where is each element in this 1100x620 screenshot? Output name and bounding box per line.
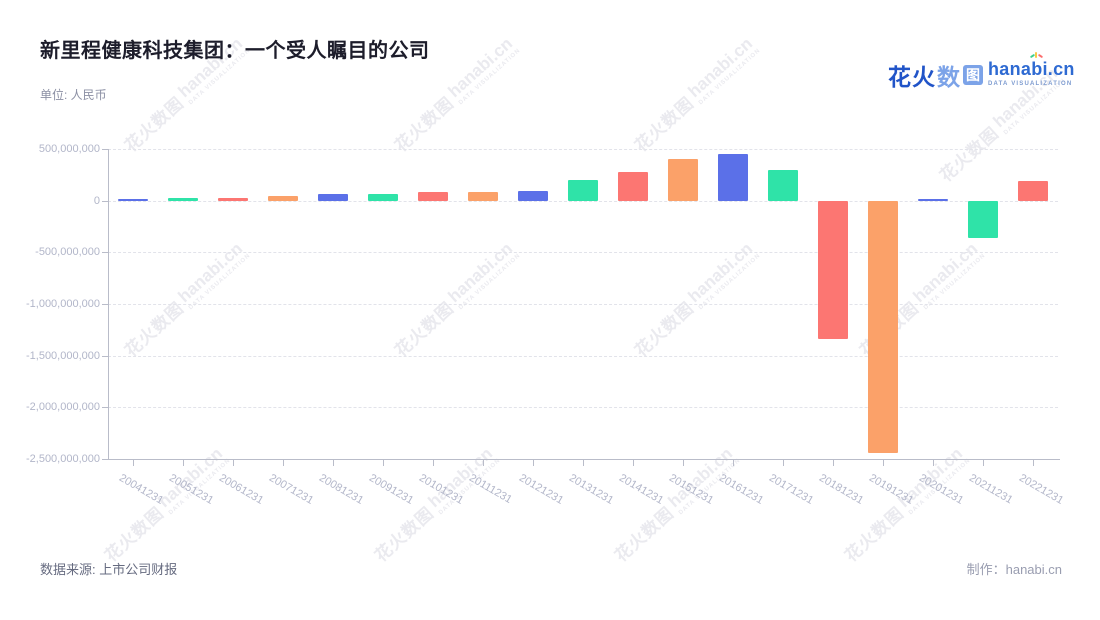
bar-20041231[interactable]: [118, 198, 148, 201]
y-axis-label: -2,000,000,000: [25, 401, 100, 414]
y-axis-tick: [102, 200, 108, 202]
x-axis-label: 20111231: [467, 472, 514, 507]
y-gridline: [108, 304, 1058, 305]
x-axis-label: 20221231: [1017, 472, 1066, 507]
y-axis-tick: [102, 459, 108, 460]
hanabi-logo: 花火 数 图 hanabi.cn DATA VISUALIZATION: [888, 52, 1075, 92]
x-axis-tick: [333, 460, 334, 466]
bar-20151231[interactable]: [668, 159, 698, 201]
bar-20221231[interactable]: [1018, 181, 1048, 201]
y-gridline: [108, 200, 1058, 202]
bar-20071231[interactable]: [268, 196, 298, 201]
x-axis-tick: [283, 460, 284, 466]
x-axis-label: 20151231: [667, 472, 716, 507]
y-axis-line: [108, 149, 109, 459]
x-axis-tick: [733, 460, 734, 466]
x-axis-label: 20061231: [217, 472, 266, 507]
y-axis-label: 0: [93, 194, 100, 207]
bar-20051231[interactable]: [168, 197, 198, 201]
x-axis-label: 20051231: [167, 472, 216, 507]
y-axis-tick: [102, 252, 108, 254]
y-axis-label: -2,500,000,000: [25, 453, 100, 465]
y-axis-label: -500,000,000: [35, 246, 100, 259]
y-gridline: [108, 149, 1058, 150]
bar-20121231[interactable]: [518, 191, 548, 201]
x-axis-label: 20171231: [767, 472, 816, 507]
y-axis-tick: [102, 355, 108, 357]
x-axis-label: 20201231: [917, 472, 966, 507]
x-axis-tick: [683, 460, 684, 466]
bar-20141231[interactable]: [618, 171, 648, 201]
x-axis-tick: [783, 460, 784, 466]
unit-label: 单位: 人民币: [40, 88, 107, 102]
x-axis-tick: [883, 460, 884, 466]
logo-tagline: DATA VISUALIZATION: [988, 81, 1073, 87]
x-axis-label: 20121231: [517, 472, 566, 507]
y-axis-tick: [102, 149, 108, 150]
bar-20181231[interactable]: [818, 200, 848, 340]
bar-20171231[interactable]: [768, 169, 798, 201]
x-axis-tick: [533, 460, 534, 466]
x-axis-tick: [833, 460, 834, 466]
sparkle-icon: [1029, 52, 1044, 60]
data-source-label: 数据来源: 上市公司财报: [40, 562, 178, 577]
x-axis-tick: [433, 460, 434, 466]
bar-20191231[interactable]: [868, 200, 898, 453]
x-axis-label: 20141231: [617, 472, 666, 507]
x-axis-label: 20191231: [867, 472, 916, 507]
y-axis-tick: [102, 304, 108, 305]
x-axis-tick: [933, 460, 934, 466]
y-gridline: [108, 252, 1058, 254]
y-axis-label: 500,000,000: [38, 143, 100, 155]
x-axis-label: 20211231: [967, 472, 1015, 507]
bar-20111231[interactable]: [468, 192, 498, 201]
x-axis-tick: [233, 460, 234, 466]
x-axis-tick: [133, 460, 134, 466]
x-axis-tick: [583, 460, 584, 466]
x-axis-label: 20131231: [567, 472, 616, 507]
bar-20061231[interactable]: [218, 197, 248, 201]
y-gridline: [108, 407, 1058, 409]
x-axis-tick: [183, 460, 184, 466]
y-gridline: [108, 355, 1058, 357]
bar-20201231[interactable]: [918, 199, 948, 202]
chart-title: 新里程健康科技集团：一个受人瞩目的公司: [40, 40, 430, 62]
x-axis-label: 20101231: [417, 472, 466, 507]
x-axis-tick: [1033, 460, 1034, 466]
x-axis-label: 20181231: [817, 472, 866, 507]
x-axis-tick: [633, 460, 634, 466]
x-axis-label: 20071231: [267, 472, 316, 507]
bar-20131231[interactable]: [568, 180, 598, 201]
x-axis-label: 20041231: [117, 472, 166, 507]
bar-20091231[interactable]: [368, 194, 398, 201]
y-axis-label: -1,500,000,000: [25, 349, 100, 362]
bar-20211231[interactable]: [968, 200, 998, 238]
bar-20081231[interactable]: [318, 194, 348, 201]
bar-20101231[interactable]: [418, 192, 448, 201]
logo-tu-box-icon: 图: [963, 65, 983, 85]
y-axis-label: -1,000,000,000: [25, 298, 100, 310]
x-axis-label: 20091231: [367, 472, 416, 507]
x-axis-tick: [983, 460, 984, 466]
y-axis-tick: [102, 407, 108, 409]
x-axis-tick: [483, 460, 484, 466]
x-axis-label: 20161231: [717, 472, 766, 507]
x-axis-label: 20081231: [317, 472, 366, 507]
x-axis-tick: [383, 460, 384, 466]
logo-cn-text: 花火 数 图: [888, 58, 983, 92]
x-axis-line: [108, 459, 1060, 460]
logo-domain-text: hanabi.cn: [988, 52, 1075, 80]
credit-label: 制作：hanabi.cn: [966, 562, 1062, 577]
bar-20161231[interactable]: [718, 154, 748, 201]
